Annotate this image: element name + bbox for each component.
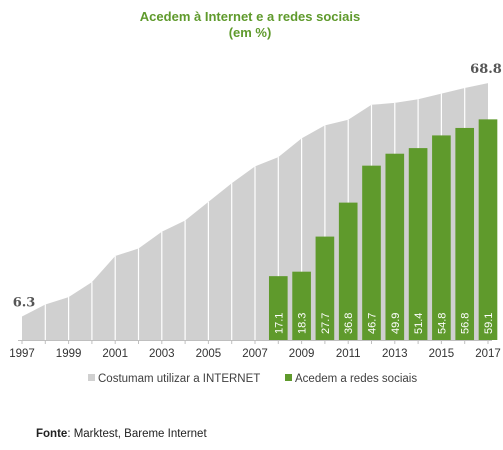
bar (362, 165, 381, 340)
legend: Costumam utilizar a INTERNET Acedem a red… (88, 373, 417, 385)
x-tick-label: 1997 (9, 348, 35, 360)
source-label: Fonte (36, 428, 68, 440)
bar-label: 36.8 (343, 313, 355, 334)
source-note: Fonte: Marktest, Bareme Internet (36, 428, 207, 440)
x-tick-label: 2007 (242, 348, 268, 360)
source-text: : Marktest, Bareme Internet (67, 428, 207, 440)
bar-label: 49.9 (390, 313, 402, 334)
x-tick-label: 2017 (475, 348, 501, 360)
bar (432, 135, 451, 340)
chart-title: Acedem à Internet e a redes sociais (140, 9, 360, 24)
x-tick-label: 1999 (56, 348, 82, 360)
x-tick-label: 2003 (149, 348, 175, 360)
area-end-label: 6.3 (13, 295, 36, 310)
x-tick-label: 2009 (289, 348, 315, 360)
bar (292, 271, 311, 340)
bar-label: 56.8 (460, 313, 472, 334)
x-tick-label: 2001 (102, 348, 128, 360)
bar (455, 127, 475, 341)
bar (478, 119, 498, 340)
chart-subtitle: (em %) (229, 25, 272, 40)
legend-swatch (88, 374, 95, 381)
legend-label: Acedem a redes sociais (295, 373, 417, 385)
bar (315, 236, 335, 340)
x-axis: 1997 1999 2001 2003 2005 2007 2009 2011 2013 2015… (9, 340, 501, 360)
bar-label: 54.8 (436, 313, 448, 334)
bar-series: 17.1 18.3 27.7 36.8 46.7 49.9 51.4 54.8 56.8 59.1 (268, 119, 498, 341)
bar-label: 27.7 (320, 313, 332, 334)
x-tick-label: 2005 (196, 348, 222, 360)
bar-label: 51.4 (413, 313, 425, 334)
bar-label: 46.7 (367, 313, 379, 334)
x-tick-label: 2011 (336, 348, 361, 360)
bar-label: 17.1 (273, 313, 285, 334)
x-tick-label: 2013 (382, 348, 408, 360)
bar (385, 153, 405, 340)
area-end-label: 68.8 (470, 62, 502, 77)
legend-swatch (285, 374, 292, 381)
area-series: 6.3 68.8 (13, 62, 502, 340)
bar (268, 276, 288, 340)
x-tick-label: 2015 (429, 348, 455, 360)
legend-label: Costumam utilizar a INTERNET (98, 373, 260, 385)
bar (338, 202, 358, 340)
bar (408, 148, 428, 340)
bar-label: 59.1 (483, 313, 495, 334)
bar-label: 18.3 (297, 313, 309, 334)
